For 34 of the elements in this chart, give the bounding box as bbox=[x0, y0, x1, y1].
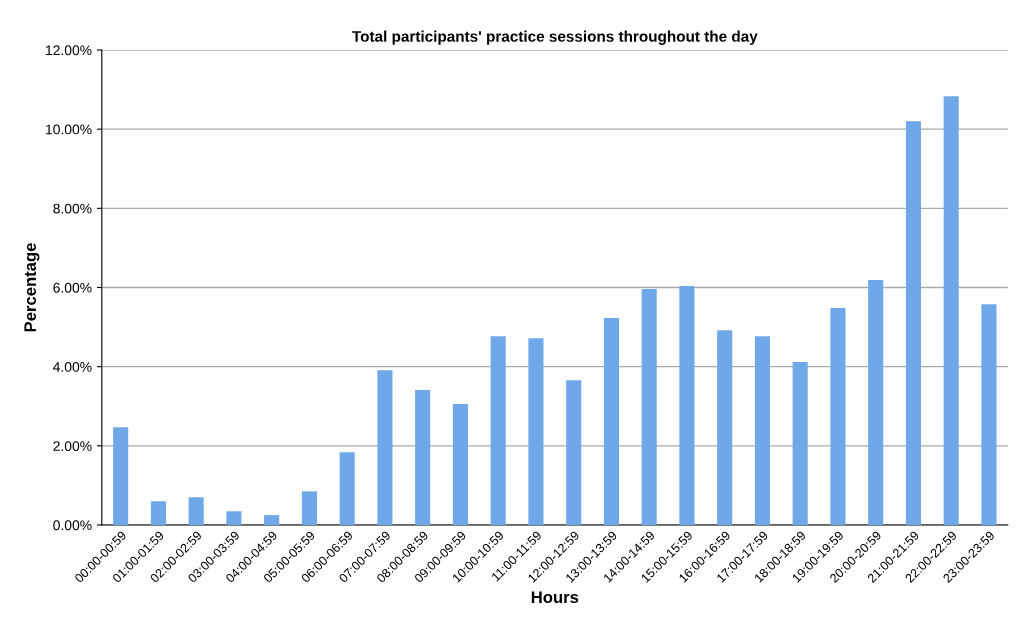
bar bbox=[264, 515, 280, 525]
y-tick-label: 12.00% bbox=[46, 45, 92, 56]
y-tick-label: 4.00% bbox=[53, 362, 92, 372]
bar bbox=[113, 427, 129, 525]
y-tick-label: 10.00% bbox=[46, 124, 92, 135]
bar bbox=[754, 336, 770, 525]
y-tick-label: 0.00% bbox=[53, 520, 92, 531]
x-axis-title: Hours bbox=[531, 591, 579, 604]
bar bbox=[830, 308, 846, 525]
bar bbox=[792, 361, 808, 525]
bar bbox=[603, 317, 619, 525]
y-tick-label: 6.00% bbox=[53, 282, 92, 293]
bar bbox=[566, 380, 582, 525]
bar bbox=[679, 285, 695, 525]
bar bbox=[528, 338, 544, 525]
bar bbox=[188, 497, 204, 525]
bar bbox=[905, 121, 921, 525]
bar bbox=[868, 279, 884, 525]
bar bbox=[226, 511, 242, 525]
chart-title: Total participants' practice sessions throughout the day bbox=[352, 30, 758, 45]
y-axis-title: Percentage bbox=[24, 243, 40, 332]
bar bbox=[339, 452, 355, 525]
bar bbox=[717, 330, 733, 525]
bar bbox=[377, 370, 393, 525]
y-tick-label: 8.00% bbox=[53, 203, 92, 214]
y-tick-label: 2.00% bbox=[53, 441, 92, 451]
bar bbox=[415, 390, 431, 525]
bar bbox=[301, 491, 317, 525]
bar bbox=[490, 336, 506, 525]
bar bbox=[943, 96, 959, 525]
bar bbox=[981, 304, 997, 525]
bar bbox=[150, 501, 166, 525]
bar bbox=[452, 403, 468, 525]
bar bbox=[641, 289, 657, 525]
